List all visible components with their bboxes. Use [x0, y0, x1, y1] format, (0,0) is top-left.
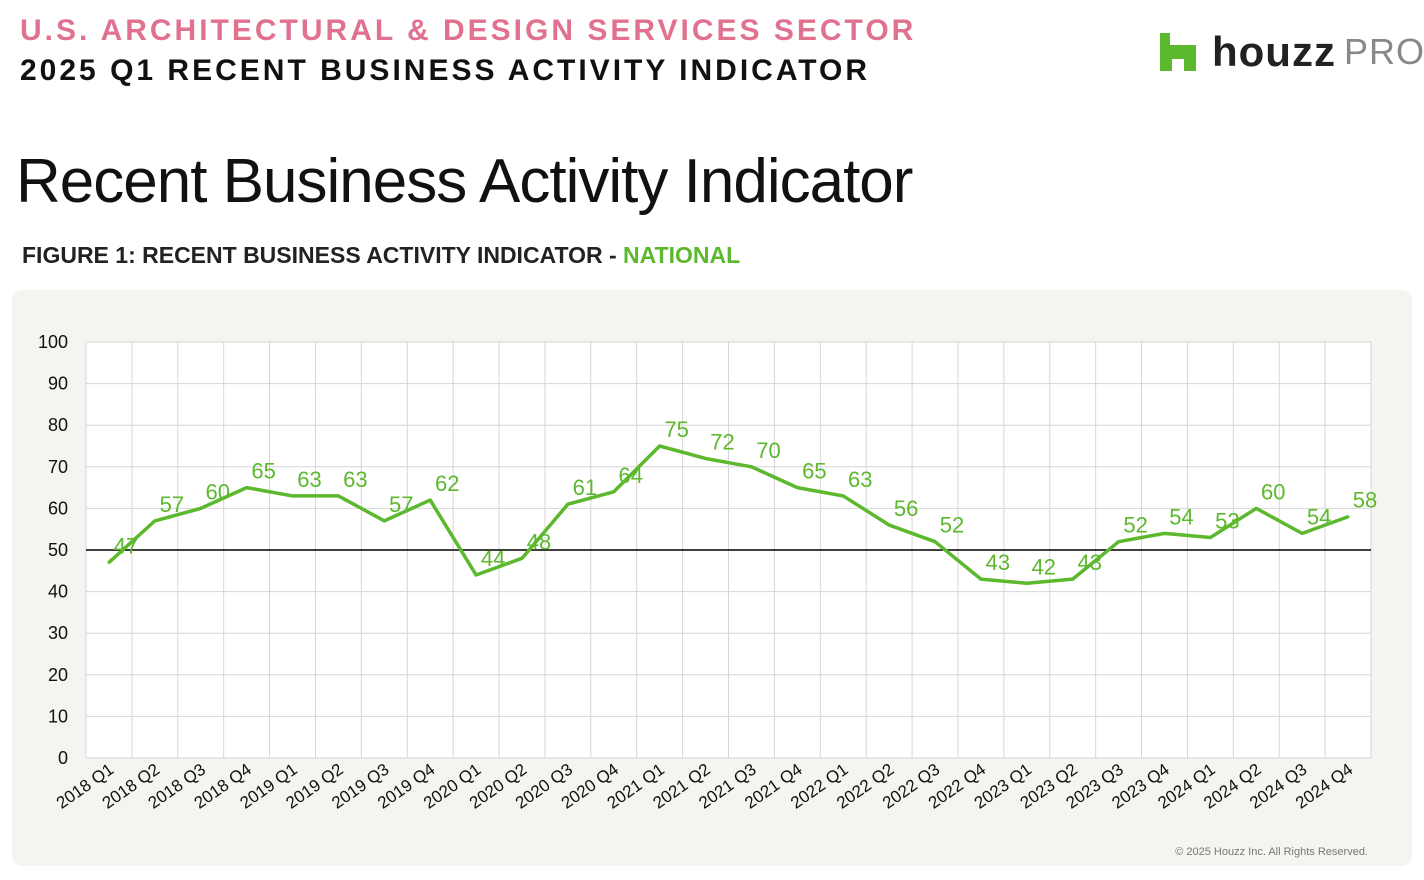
data-point [199, 506, 203, 510]
data-point [1162, 531, 1166, 535]
logo-word: houzz [1212, 28, 1336, 75]
data-point [1208, 536, 1212, 540]
data-point [336, 494, 340, 498]
report-heading: 2025 Q1 RECENT BUSINESS ACTIVITY INDICAT… [20, 54, 871, 87]
data-point [291, 494, 295, 498]
data-point [612, 490, 616, 494]
data-label: 61 [573, 475, 597, 500]
y-tick-label: 30 [48, 623, 68, 643]
series-line-national [107, 444, 1349, 586]
data-point [795, 486, 799, 490]
data-label: 63 [343, 467, 367, 492]
data-point [1254, 506, 1258, 510]
data-label: 42 [1032, 554, 1056, 579]
data-point [933, 540, 937, 544]
data-point [979, 577, 983, 581]
figure-caption: FIGURE 1: RECENT BUSINESS ACTIVITY INDIC… [22, 242, 740, 269]
data-point [841, 494, 845, 498]
data-label: 48 [527, 529, 551, 554]
data-point [153, 519, 157, 523]
data-point [566, 502, 570, 506]
data-label: 43 [1077, 550, 1101, 575]
y-tick-label: 100 [38, 332, 68, 352]
y-tick-label: 80 [48, 415, 68, 435]
data-point [382, 519, 386, 523]
data-point [704, 456, 708, 460]
data-label: 64 [619, 463, 643, 488]
data-label: 52 [940, 513, 964, 538]
data-label: 62 [435, 471, 459, 496]
data-label: 75 [664, 417, 688, 442]
figure-region: NATIONAL [623, 242, 741, 268]
data-label: 44 [481, 546, 505, 571]
data-point [887, 523, 891, 527]
data-label: 60 [1261, 479, 1285, 504]
data-label: 54 [1169, 504, 1193, 529]
data-point [474, 573, 478, 577]
y-tick-label: 90 [48, 374, 68, 394]
y-tick-label: 70 [48, 457, 68, 477]
data-point [1071, 577, 1075, 581]
data-point [520, 556, 524, 560]
data-point [749, 465, 753, 469]
sector-heading: U.S. ARCHITECTURAL & DESIGN SERVICES SEC… [20, 14, 917, 47]
y-tick-label: 20 [48, 665, 68, 685]
data-point [1025, 581, 1029, 585]
y-tick-label: 60 [48, 498, 68, 518]
figure-label: FIGURE 1: RECENT BUSINESS ACTIVITY INDIC… [22, 242, 624, 268]
data-label: 63 [297, 467, 321, 492]
data-label: 72 [710, 429, 734, 454]
data-label: 70 [756, 438, 780, 463]
data-point [245, 486, 249, 490]
data-point [1117, 540, 1121, 544]
page-title: Recent Business Activity Indicator [16, 147, 913, 216]
data-label: 65 [251, 459, 275, 484]
y-tick-label: 50 [48, 540, 68, 560]
data-label: 58 [1353, 488, 1377, 513]
data-label: 52 [1123, 513, 1147, 538]
data-label: 43 [986, 550, 1010, 575]
data-label: 57 [389, 492, 413, 517]
data-label: 65 [802, 459, 826, 484]
data-point [1346, 515, 1350, 519]
data-label: 47 [114, 533, 138, 558]
y-tick-label: 40 [48, 582, 68, 602]
y-tick-label: 10 [48, 706, 68, 726]
data-point [428, 498, 432, 502]
logo-pro: PRO [1343, 31, 1424, 72]
copyright: © 2025 Houzz Inc. All Rights Reserved. [1175, 846, 1368, 858]
y-tick-label: 0 [58, 748, 68, 768]
houzz-pro-logo: houzz PRO [1160, 28, 1424, 76]
data-point [1300, 531, 1304, 535]
data-label: 57 [160, 492, 184, 517]
data-label: 53 [1215, 509, 1239, 534]
data-point [107, 560, 111, 564]
houzz-house-icon [1160, 33, 1196, 71]
data-point [658, 444, 662, 448]
data-label: 54 [1307, 504, 1331, 529]
data-label: 63 [848, 467, 872, 492]
data-label: 56 [894, 496, 918, 521]
chart-panel: 0 10 20 30 40 50 60 70 80 90 100 2018 Q1 2018 Q2 2018… [12, 290, 1412, 866]
data-label: 60 [205, 479, 229, 504]
